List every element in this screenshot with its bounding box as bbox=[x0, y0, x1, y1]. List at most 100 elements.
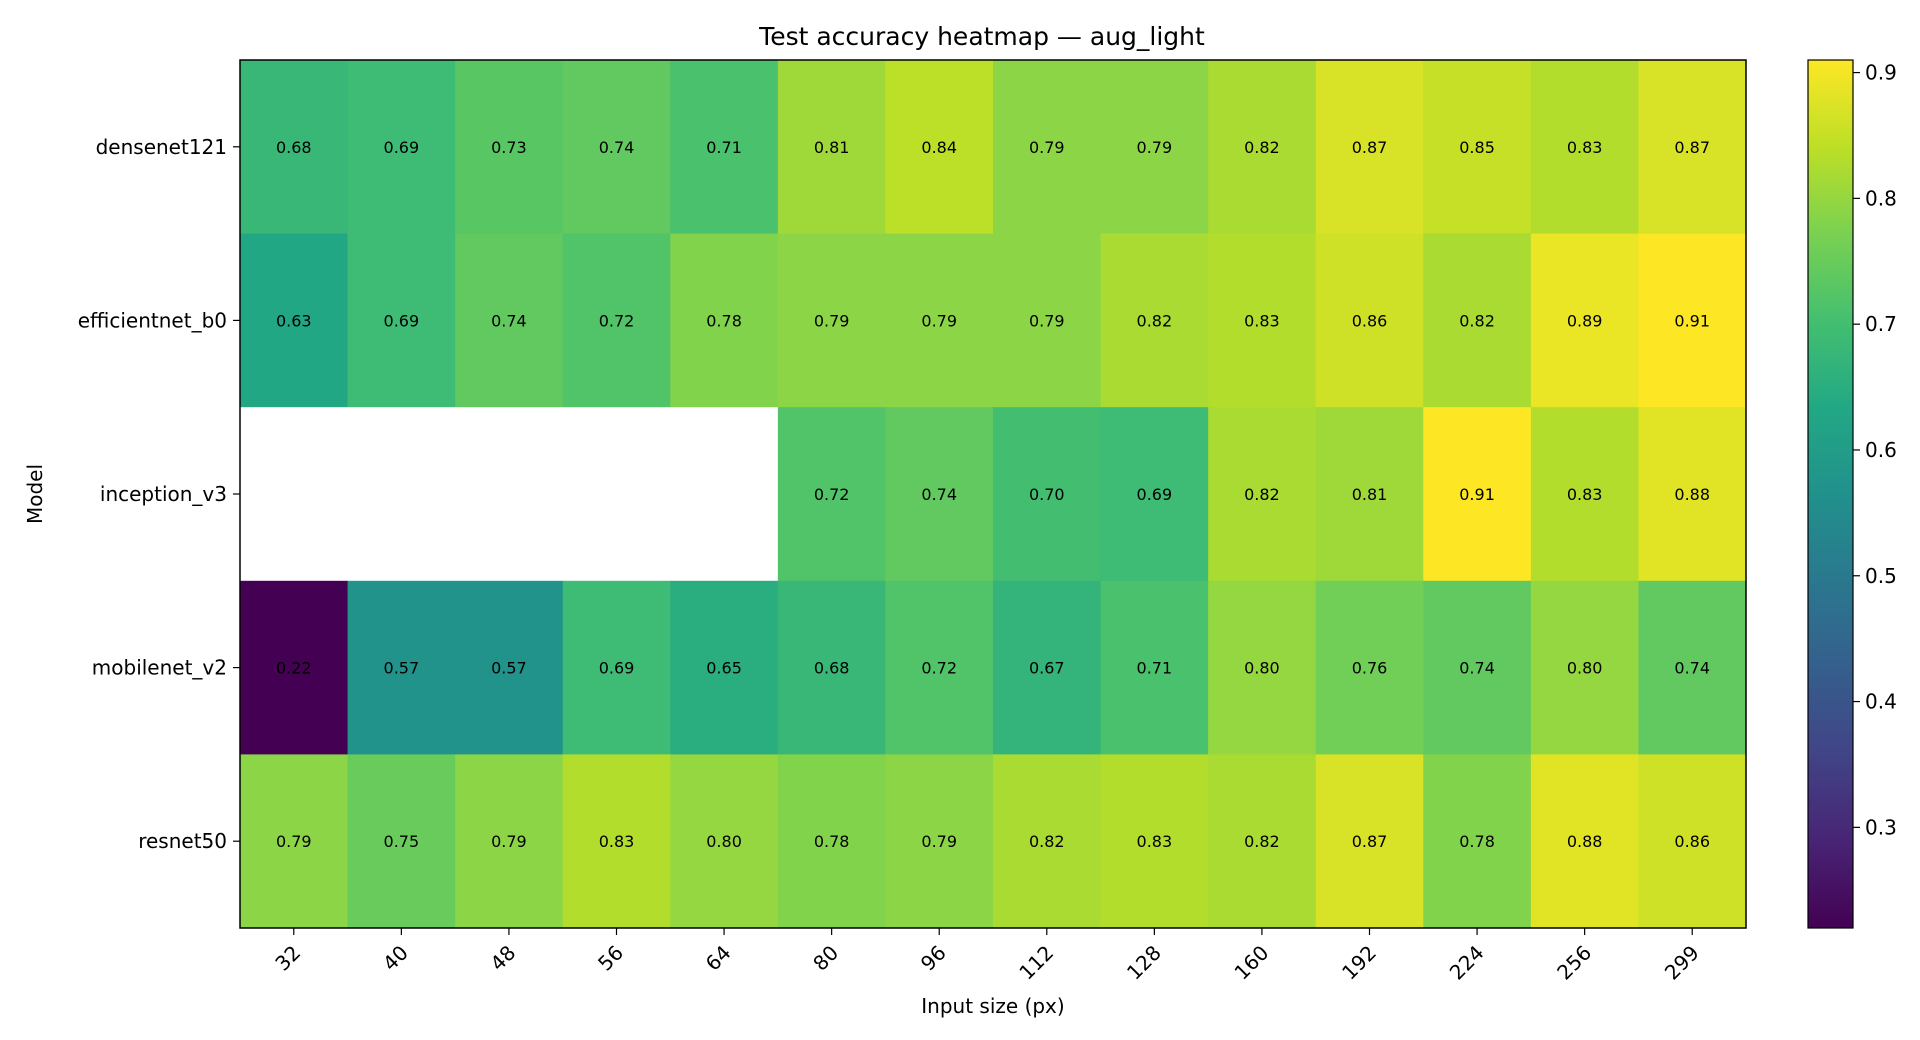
heatmap-cell-1-1 bbox=[347, 233, 456, 408]
heatmap-cell-0-6 bbox=[885, 60, 994, 235]
cell-value-label: 0.79 bbox=[1137, 138, 1173, 157]
cell-value-label: 0.73 bbox=[491, 138, 527, 157]
heatmap-cell-1-0 bbox=[240, 233, 349, 408]
heatmap-cell-2-8 bbox=[1100, 407, 1209, 582]
heatmap-cell-2-11 bbox=[1423, 407, 1532, 582]
heatmap-cell-2-3 bbox=[562, 407, 671, 582]
heatmap-cell-4-9 bbox=[1208, 754, 1317, 929]
cell-value-label: 0.78 bbox=[706, 311, 742, 330]
cell-value-label: 0.82 bbox=[1137, 311, 1173, 330]
cell-value-label: 0.75 bbox=[384, 832, 420, 851]
x-tick-label: 128 bbox=[1122, 941, 1166, 985]
cell-value-label: 0.84 bbox=[921, 138, 957, 157]
cell-value-label: 0.72 bbox=[921, 659, 957, 678]
heatmap-cell-3-11 bbox=[1423, 580, 1532, 755]
cell-value-label: 0.74 bbox=[491, 311, 527, 330]
cell-value-label: 0.69 bbox=[384, 311, 420, 330]
cell-value-label: 0.22 bbox=[276, 659, 312, 678]
cell-value-label: 0.68 bbox=[814, 659, 850, 678]
cell-value-label: 0.85 bbox=[1459, 138, 1495, 157]
cell-value-label: 0.80 bbox=[706, 832, 742, 851]
cell-value-label: 0.88 bbox=[1567, 832, 1603, 851]
heatmap-cell-4-0 bbox=[240, 754, 349, 929]
cell-value-label: 0.70 bbox=[1029, 485, 1065, 504]
heatmap-cell-4-3 bbox=[562, 754, 671, 929]
cell-value-label: 0.79 bbox=[921, 832, 957, 851]
colorbar-tick-label: 0.4 bbox=[1865, 690, 1897, 714]
colorbar-tick-label: 0.3 bbox=[1865, 815, 1897, 839]
heatmap-cell-0-7 bbox=[993, 60, 1102, 235]
heatmap-cell-3-6 bbox=[885, 580, 994, 755]
heatmap-cell-2-12 bbox=[1530, 407, 1639, 582]
heatmap-cell-3-5 bbox=[777, 580, 886, 755]
heatmap-cell-2-6 bbox=[885, 407, 994, 582]
cell-value-label: 0.82 bbox=[1459, 311, 1495, 330]
heatmap-cell-2-5 bbox=[777, 407, 886, 582]
heatmap-cell-3-4 bbox=[670, 580, 779, 755]
heatmap-cell-0-12 bbox=[1530, 60, 1639, 235]
cell-value-label: 0.83 bbox=[599, 832, 635, 851]
heatmap-cell-3-13 bbox=[1638, 580, 1747, 755]
x-tick-label: 56 bbox=[593, 941, 628, 976]
heatmap-cell-4-1 bbox=[347, 754, 456, 929]
colorbar-gradient bbox=[1807, 59, 1854, 929]
x-axis: 32 40 48 56 64 80 96 112 128 160 192 224 256 299 bbox=[270, 928, 1704, 985]
heatmap-cell-1-5 bbox=[777, 233, 886, 408]
heatmap-cell-2-10 bbox=[1315, 407, 1424, 582]
chart-title: Test accuracy heatmap — aug_light bbox=[758, 22, 1205, 51]
x-tick-label: 32 bbox=[270, 941, 305, 976]
heatmap-cell-4-6 bbox=[885, 754, 994, 929]
x-tick-label: 160 bbox=[1229, 941, 1273, 985]
heatmap-cell-4-12 bbox=[1530, 754, 1639, 929]
heatmap-cell-3-7 bbox=[993, 580, 1102, 755]
heatmap-cell-4-2 bbox=[455, 754, 564, 929]
x-tick-label: 112 bbox=[1014, 941, 1058, 985]
cell-value-label: 0.69 bbox=[599, 659, 635, 678]
cell-value-label: 0.87 bbox=[1352, 138, 1388, 157]
cell-value-label: 0.91 bbox=[1459, 485, 1495, 504]
cell-value-label: 0.83 bbox=[1567, 485, 1603, 504]
cell-value-label: 0.79 bbox=[814, 311, 850, 330]
heatmap-cell-0-4 bbox=[670, 60, 779, 235]
cell-value-label: 0.83 bbox=[1137, 832, 1173, 851]
cell-value-label: 0.82 bbox=[1029, 832, 1065, 851]
cell-value-label: 0.63 bbox=[276, 311, 312, 330]
heatmap-cell-1-6 bbox=[885, 233, 994, 408]
y-tick-label: densenet121 bbox=[96, 135, 227, 159]
heatmap-cell-0-9 bbox=[1208, 60, 1317, 235]
heatmap-cell-1-7 bbox=[993, 233, 1102, 408]
cell-value-label: 0.87 bbox=[1674, 138, 1710, 157]
cell-value-label: 0.79 bbox=[1029, 138, 1065, 157]
heatmap-cell-1-13 bbox=[1638, 233, 1747, 408]
cell-value-label: 0.81 bbox=[1352, 485, 1388, 504]
cell-value-label: 0.79 bbox=[1029, 311, 1065, 330]
heatmap-cell-2-0 bbox=[240, 407, 349, 582]
x-tick-label: 224 bbox=[1445, 941, 1489, 985]
cell-value-label: 0.68 bbox=[276, 138, 312, 157]
heatmap-cell-1-3 bbox=[562, 233, 671, 408]
heatmap-cell-1-4 bbox=[670, 233, 779, 408]
cell-value-label: 0.80 bbox=[1244, 659, 1280, 678]
cell-value-label: 0.83 bbox=[1244, 311, 1280, 330]
heatmap-cell-3-9 bbox=[1208, 580, 1317, 755]
x-tick-label: 64 bbox=[701, 941, 736, 976]
y-tick-label: resnet50 bbox=[138, 829, 227, 853]
heatmap-cell-2-1 bbox=[347, 407, 456, 582]
x-tick-label: 80 bbox=[808, 941, 843, 976]
cell-value-label: 0.69 bbox=[384, 138, 420, 157]
heatmap-cell-3-8 bbox=[1100, 580, 1209, 755]
cell-value-label: 0.67 bbox=[1029, 659, 1065, 678]
cell-value-label: 0.78 bbox=[1459, 832, 1495, 851]
colorbar-tick-label: 0.8 bbox=[1865, 186, 1897, 210]
heatmap-cell-4-10 bbox=[1315, 754, 1424, 929]
heatmap-cell-2-9 bbox=[1208, 407, 1317, 582]
heatmap-cell-3-0 bbox=[240, 580, 349, 755]
x-tick-label: 299 bbox=[1660, 941, 1704, 985]
cell-value-label: 0.89 bbox=[1567, 311, 1603, 330]
cell-value-label: 0.79 bbox=[491, 832, 527, 851]
cell-value-label: 0.79 bbox=[921, 311, 957, 330]
cell-value-label: 0.86 bbox=[1674, 832, 1710, 851]
y-axis: densenet121 efficientnet_b0 inception_v3mo… bbox=[78, 135, 240, 853]
cell-value-label: 0.74 bbox=[1459, 659, 1495, 678]
